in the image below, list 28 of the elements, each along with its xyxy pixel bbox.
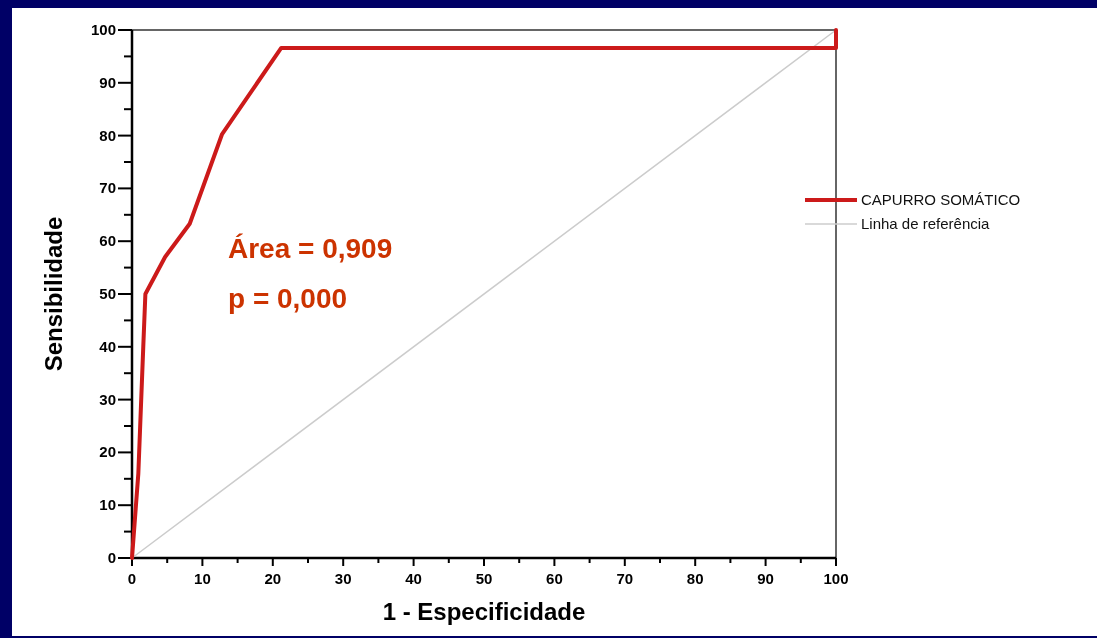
y-tick-label: 80 — [99, 126, 116, 144]
x-tick-label: 100 — [823, 570, 849, 587]
y-tick-label: 60 — [99, 232, 116, 250]
y-tick-label: 50 — [99, 285, 116, 302]
x-tick-label: 60 — [546, 570, 563, 587]
legend-label: CAPURRO SOMÁTICO — [861, 191, 1021, 208]
x-tick-label: 50 — [475, 570, 493, 587]
x-tick-label: 90 — [757, 570, 774, 587]
legend-label: Linha de referência — [861, 215, 991, 232]
y-tick-label: 10 — [99, 496, 116, 514]
y-tick-label: 40 — [99, 337, 116, 355]
x-tick-label: 30 — [334, 570, 352, 587]
y-tick-label: 0 — [107, 549, 116, 566]
x-tick-label: 10 — [194, 570, 211, 587]
x-axis-title: 1 - Especificidade — [382, 598, 586, 625]
y-tick-label: 90 — [99, 73, 116, 91]
x-tick-label: 20 — [264, 570, 282, 587]
annotation: p = 0,000 — [228, 283, 348, 314]
annotation: Área = 0,909 — [228, 233, 393, 264]
y-tick-label: 20 — [99, 443, 116, 461]
y-axis-title: Sensibilidade — [40, 216, 67, 372]
x-tick-label: 80 — [686, 570, 704, 587]
x-tick-label: 70 — [616, 570, 634, 587]
y-tick-label: 70 — [99, 179, 116, 197]
y-tick-label: 100 — [90, 21, 116, 38]
x-tick-label: 40 — [405, 570, 422, 587]
y-tick-label: 30 — [99, 390, 116, 408]
x-tick-label: 0 — [127, 570, 137, 587]
